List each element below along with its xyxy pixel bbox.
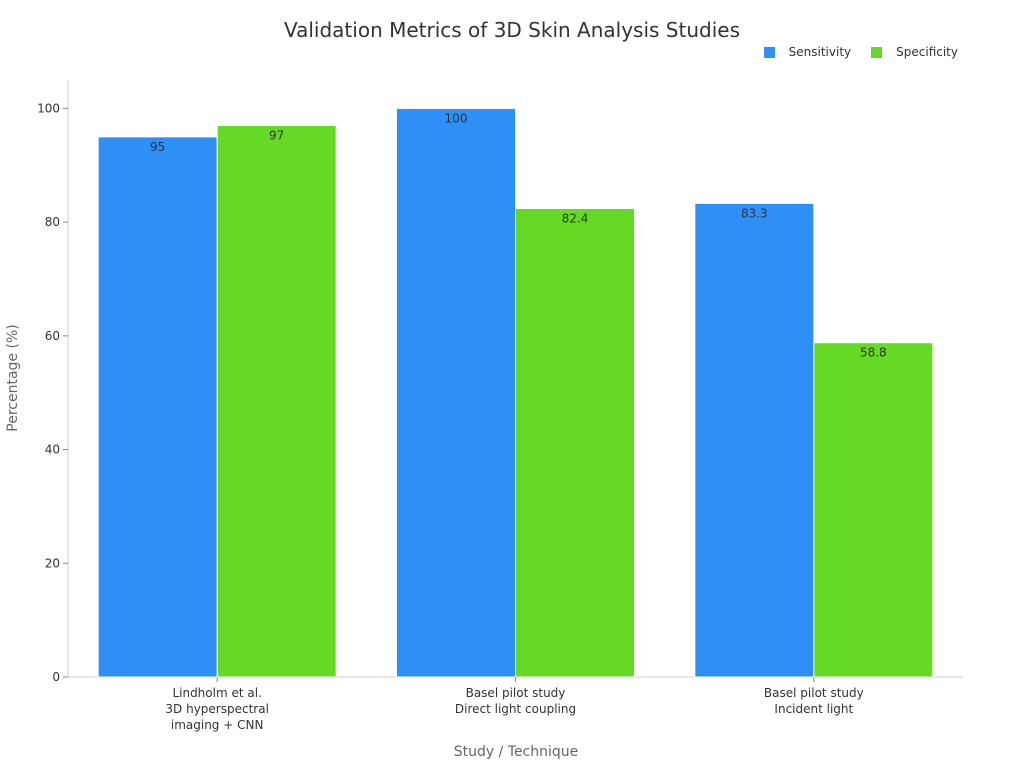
data-label-sensitivity-3: 83.3	[741, 206, 768, 220]
legend-label-sensitivity: Sensitivity	[788, 45, 852, 59]
category-label-line: Incident light	[774, 702, 853, 716]
y-tick-label: 0	[52, 670, 60, 684]
bar-specificity-3[interactable]	[813, 342, 934, 678]
category-label-line: Direct light coupling	[455, 702, 576, 716]
y-axis-title: Percentage (%)	[5, 324, 21, 431]
legend-swatch-sensitivity	[763, 46, 775, 58]
category-label-line: Basel pilot study	[466, 686, 566, 700]
x-axis-title: Study / Technique	[454, 744, 579, 760]
category-label-line: Basel pilot study	[764, 686, 864, 700]
y-tick-label: 60	[45, 329, 60, 343]
bar-specificity-1[interactable]	[216, 124, 337, 678]
legend-item-sensitivity[interactable]: Sensitivity	[763, 45, 852, 59]
data-label-specificity-1: 97	[269, 128, 284, 142]
legend-label-specificity: Specificity	[896, 45, 958, 59]
category-label-3: Basel pilot study Incident light	[764, 686, 864, 716]
plot-area: 0 20 40 60 80 100 95 97 Lindholm et al. 3D hypers…	[37, 80, 963, 732]
data-label-specificity-2: 82.4	[562, 211, 589, 225]
data-label-sensitivity-2: 100	[445, 111, 468, 125]
category-label-2: Basel pilot study Direct light coupling	[455, 686, 576, 716]
category-label-line: imaging + CNN	[171, 718, 264, 732]
legend: Sensitivity Specificity	[763, 45, 958, 59]
y-tick-label: 100	[37, 101, 60, 115]
legend-item-specificity[interactable]: Specificity	[871, 45, 958, 59]
y-tick-label: 20	[45, 556, 60, 570]
y-tick-label: 80	[45, 215, 60, 229]
bar-sensitivity-2[interactable]	[396, 107, 516, 678]
legend-swatch-specificity	[871, 46, 883, 58]
chart-title: Validation Metrics of 3D Skin Analysis S…	[283, 18, 740, 42]
data-label-specificity-3: 58.8	[860, 346, 887, 360]
category-label-1: Lindholm et al. 3D hyperspectral imaging +…	[165, 686, 269, 732]
y-tick-label: 40	[45, 443, 60, 457]
category-label-line: 3D hyperspectral	[165, 702, 269, 716]
category-label-line: Lindholm et al.	[172, 686, 261, 700]
data-label-sensitivity-1: 95	[150, 140, 165, 154]
bar-specificity-2[interactable]	[515, 207, 635, 678]
bar-sensitivity-1[interactable]	[97, 136, 218, 678]
bar-sensitivity-3[interactable]	[694, 202, 815, 678]
